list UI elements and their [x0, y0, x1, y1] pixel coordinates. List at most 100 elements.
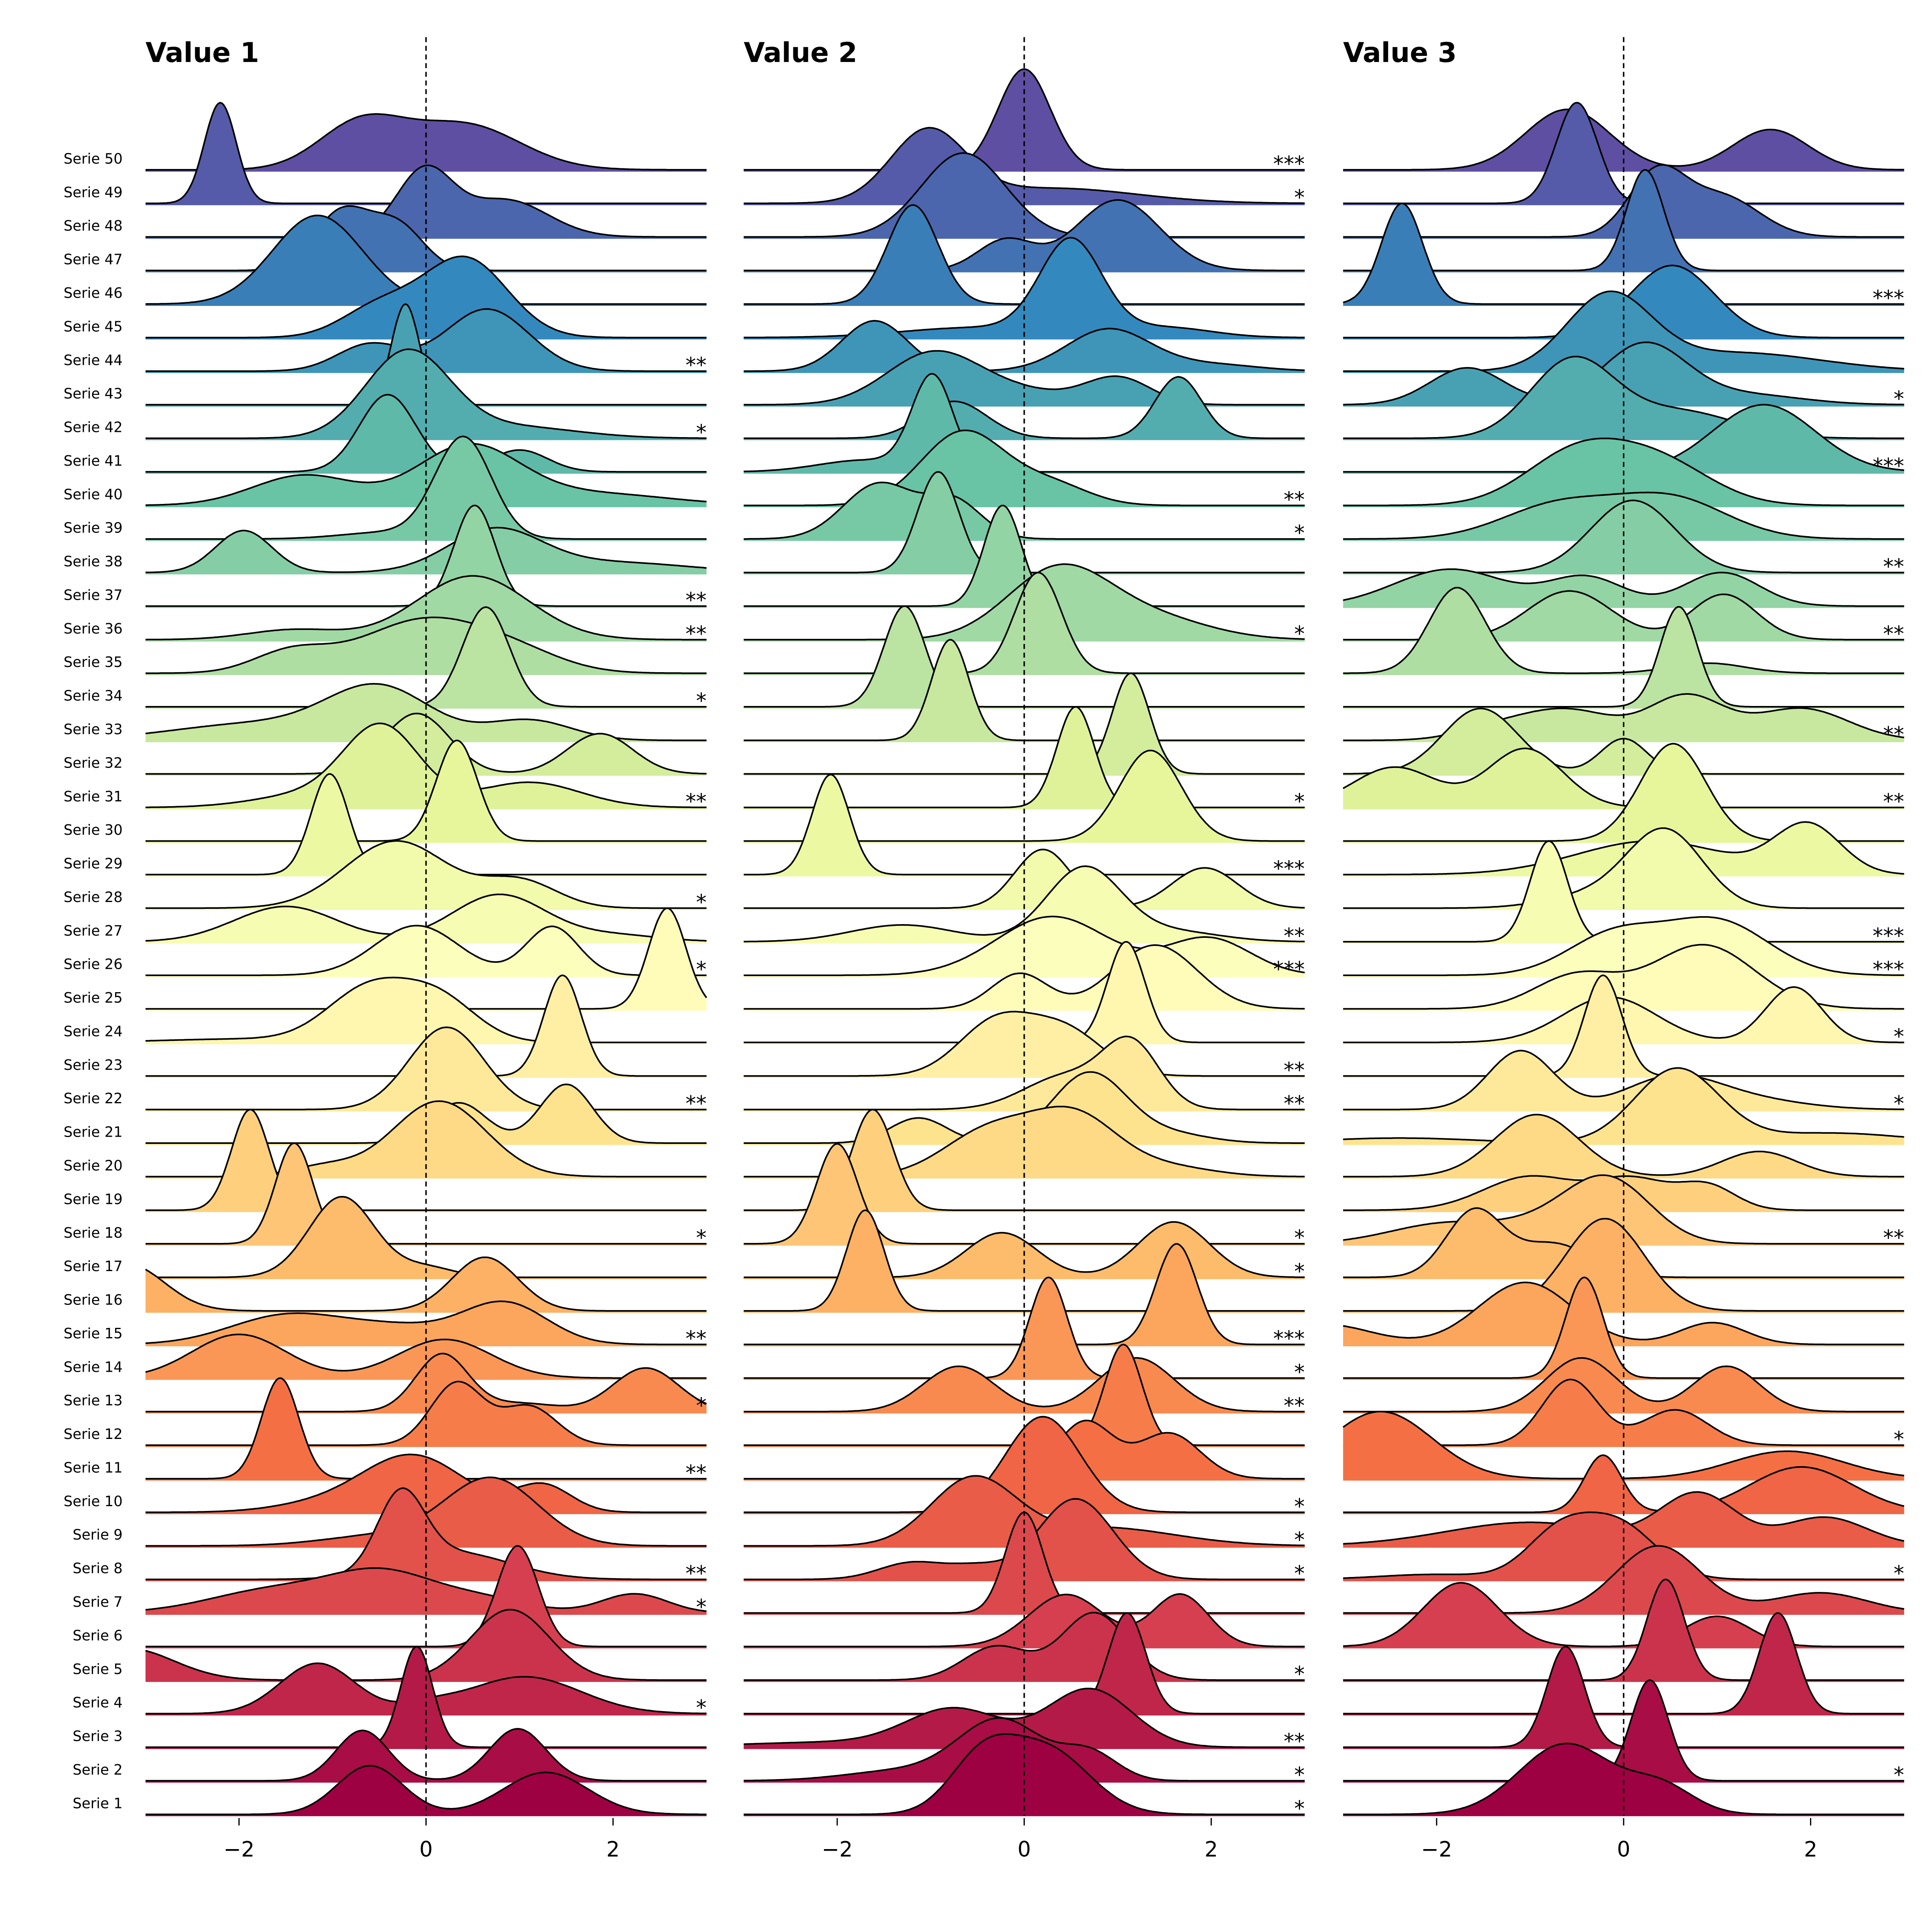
significance-stars: **: [685, 621, 706, 646]
significance-stars: *: [1894, 1763, 1904, 1787]
series-label: Serie 48: [64, 218, 123, 234]
ridge-fill-serie-8-value-1: [145, 1488, 707, 1581]
significance-stars: *: [696, 420, 706, 445]
ridge-fill-serie-36-value-1: [145, 576, 707, 642]
series-label: Serie 1: [73, 1795, 123, 1812]
significance-stars: *: [1294, 1561, 1305, 1586]
ridge-fill-serie-18-value-1: [145, 1143, 707, 1246]
ridge-fill-serie-40-value-2: [743, 430, 1305, 508]
series-label: Serie 18: [64, 1225, 123, 1241]
ridge-fill-serie-41-value-3: [1343, 405, 1904, 474]
ridge-fill-serie-11-value-2: [743, 1420, 1305, 1481]
ridge-fill-serie-10-value-2: [743, 1416, 1305, 1514]
ridge-line-serie-26-value-1: [145, 925, 707, 976]
series-label: Serie 45: [64, 318, 123, 335]
ridge-fill-serie-30-value-2: [743, 750, 1305, 843]
ridge-fill-serie-22-value-2: [743, 1036, 1305, 1112]
ridge-line-serie-2-value-1: [145, 1728, 707, 1782]
ridge-fill-serie-3-value-2: [743, 1688, 1305, 1749]
significance-stars: *: [1294, 789, 1305, 814]
ridge-fill-serie-38-value-1: [145, 527, 707, 575]
ridge-line-serie-39-value-2: [743, 481, 1305, 540]
ridge-line-serie-36-value-2: [743, 563, 1305, 641]
series-label: Serie 49: [64, 184, 123, 201]
series-label: Serie 29: [64, 856, 123, 872]
ridge-fill-serie-6-value-2: [743, 1594, 1305, 1649]
ridge-line-serie-42-value-2: [743, 376, 1305, 439]
ridge-line-serie-35-value-1: [145, 616, 707, 674]
ridge-fill-serie-29-value-3: [1343, 822, 1904, 877]
significance-stars: *: [696, 1595, 706, 1619]
ridge-fill-serie-24-value-3: [1343, 987, 1904, 1044]
ridge-fill-serie-50-value-2: [743, 69, 1305, 172]
significance-stars: *: [1294, 1226, 1305, 1250]
series-label: Serie 47: [64, 252, 123, 268]
ridge-line-serie-20-value-3: [1343, 1114, 1904, 1178]
ridge-fill-serie-23-value-1: [145, 975, 707, 1078]
ridge-fill-serie-38-value-3: [1343, 500, 1904, 575]
significance-stars: **: [1284, 487, 1305, 512]
significance-stars: **: [685, 588, 706, 613]
significance-stars: ***: [1872, 924, 1904, 948]
significance-stars: *: [696, 890, 706, 914]
ridge-fill-serie-44-value-2: [743, 320, 1305, 373]
ridge-fill-serie-31-value-3: [1343, 748, 1904, 809]
series-label: Serie 2: [73, 1762, 123, 1778]
ridge-fill-serie-35-value-2: [743, 572, 1305, 675]
series-label: Serie 16: [64, 1292, 123, 1309]
significance-stars: *: [1894, 1024, 1904, 1049]
series-label: Serie 42: [64, 419, 123, 436]
ridge-line-serie-14-value-2: [743, 1276, 1305, 1379]
ridge-line-serie-28-value-1: [145, 840, 707, 909]
ridge-line-serie-37-value-2: [743, 505, 1305, 607]
ridge-fill-serie-46-value-3: [1343, 203, 1904, 306]
series-label: Serie 38: [64, 553, 123, 570]
ridge-line-serie-6-value-3: [1343, 1582, 1904, 1647]
series-label: Serie 9: [73, 1527, 123, 1543]
ridge-fill-serie-35-value-3: [1343, 588, 1904, 675]
ridge-fill-serie-25-value-1: [145, 908, 707, 1011]
significance-stars: *: [1294, 1494, 1305, 1519]
ridge-line-serie-44-value-2: [743, 320, 1305, 372]
ridge-line-serie-21-value-3: [1343, 1067, 1905, 1143]
series-label: Serie 26: [64, 956, 123, 973]
ridge-fill-serie-21-value-1: [145, 1084, 707, 1145]
significance-stars: *: [1294, 621, 1305, 646]
series-label: Serie 19: [64, 1191, 123, 1208]
ridge-line-serie-47-value-3: [1343, 169, 1904, 272]
ridge-fill-serie-16-value-1: [145, 1257, 707, 1313]
significance-stars: *: [1894, 1092, 1904, 1116]
significance-stars: **: [1284, 1729, 1305, 1754]
significance-stars: ***: [1273, 152, 1305, 176]
ridge-fill-serie-34-value-2: [743, 606, 1305, 709]
series-label: Serie 27: [64, 923, 123, 939]
significance-stars: *: [696, 957, 706, 982]
ridge-line-serie-15-value-3: [1343, 1282, 1904, 1346]
ridge-fill-serie-43-value-2: [743, 351, 1305, 407]
series-label: Serie 34: [64, 688, 123, 704]
series-label: Serie 7: [73, 1594, 123, 1610]
ridge-fill-serie-16-value-2: [743, 1210, 1305, 1313]
ridge-line-serie-10-value-1: [145, 1453, 707, 1513]
ridge-line-serie-30-value-1: [145, 739, 707, 842]
ridge-line-serie-12-value-1: [145, 1381, 707, 1446]
ridge-line-serie-48-value-1: [145, 164, 707, 238]
ridge-line-serie-3-value-2: [743, 1688, 1305, 1748]
ridge-fill-serie-36-value-3: [1343, 591, 1904, 642]
series-label: Serie 41: [64, 453, 123, 469]
ridge-fill-serie-4-value-1: [145, 1663, 707, 1716]
significance-stars: **: [685, 353, 706, 378]
ridge-line-serie-32-value-3: [1343, 708, 1904, 775]
significance-stars: *: [696, 1226, 706, 1250]
x-tick-label: −2: [223, 1837, 254, 1862]
ridge-fill-serie-37-value-3: [1343, 569, 1904, 608]
ridge-fill-serie-42-value-3: [1343, 356, 1904, 440]
overlay-layer: Value 1************************−2 0 2Value…: [146, 37, 1904, 1862]
ridge-line-serie-5-value-3: [1343, 1579, 1904, 1681]
ridge-line-serie-31-value-1: [145, 722, 707, 808]
significance-stars: *: [696, 1696, 706, 1720]
series-label: Serie 11: [64, 1459, 123, 1476]
significance-stars: **: [685, 789, 706, 814]
series-label: Serie 32: [64, 755, 123, 771]
ridge-line-serie-42-value-1: [145, 348, 707, 439]
